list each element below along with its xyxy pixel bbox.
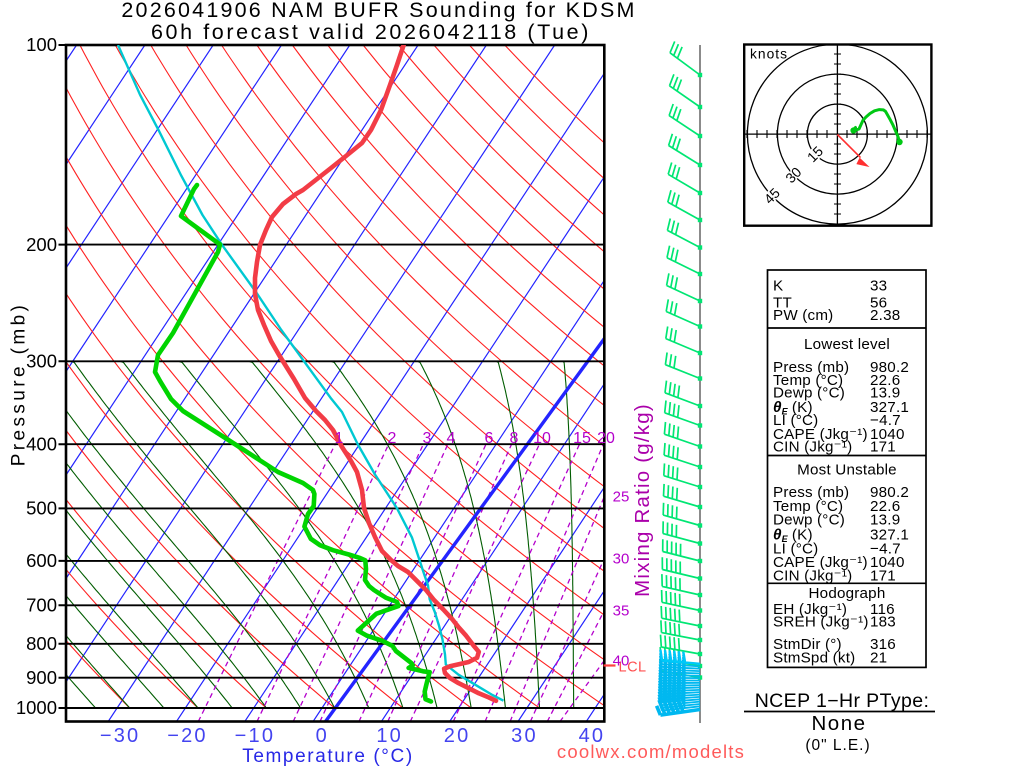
svg-text:LI (°C): LI (°C)	[773, 541, 818, 558]
svg-text:21: 21	[870, 650, 887, 667]
svg-text:15: 15	[573, 430, 591, 447]
svg-text:22.6: 22.6	[870, 498, 900, 515]
svg-text:StmSpd (kt): StmSpd (kt)	[773, 650, 855, 667]
svg-text:1: 1	[335, 430, 344, 447]
svg-text:CAPE (Jkg⁻¹): CAPE (Jkg⁻¹)	[773, 554, 868, 571]
svg-text:2: 2	[388, 430, 397, 447]
svg-text:6: 6	[485, 430, 494, 447]
svg-text:400: 400	[26, 433, 57, 454]
svg-text:900: 900	[26, 667, 57, 688]
svg-text:2.38: 2.38	[870, 307, 900, 324]
svg-text:−10: −10	[235, 725, 276, 747]
svg-text:3: 3	[423, 430, 432, 447]
svg-text:coolwx.com/modelts: coolwx.com/modelts	[557, 741, 745, 762]
svg-text:4: 4	[447, 430, 456, 447]
svg-text:None: None	[811, 712, 866, 735]
svg-text:200: 200	[26, 234, 57, 255]
svg-text:25: 25	[613, 489, 630, 506]
svg-text:10: 10	[376, 725, 403, 747]
svg-text:Most Unstable: Most Unstable	[797, 462, 897, 479]
svg-text:Dewp (°C): Dewp (°C)	[773, 385, 845, 402]
svg-text:Pressure (mb): Pressure (mb)	[9, 302, 30, 467]
svg-text:Hodograph: Hodograph	[809, 585, 886, 602]
svg-text:PW (cm): PW (cm)	[773, 307, 833, 324]
svg-text:(0" L.E.): (0" L.E.)	[805, 737, 870, 754]
svg-text:300: 300	[26, 351, 57, 372]
svg-text:knots: knots	[750, 47, 788, 62]
svg-text:1000: 1000	[16, 697, 57, 718]
svg-text:CAPE (Jkg⁻¹): CAPE (Jkg⁻¹)	[773, 426, 868, 443]
svg-text:CIN (Jkg⁻¹): CIN (Jkg⁻¹)	[773, 568, 852, 585]
svg-text:8: 8	[510, 430, 519, 447]
svg-text:116: 116	[870, 601, 895, 618]
svg-text:980.2: 980.2	[870, 484, 909, 501]
svg-text:Temp (°C): Temp (°C)	[773, 372, 843, 389]
svg-text:13.9: 13.9	[870, 512, 900, 529]
svg-text:Press (mb): Press (mb)	[773, 359, 849, 376]
svg-text:SREH (Jkg⁻¹): SREH (Jkg⁻¹)	[773, 614, 869, 631]
svg-text:−30: −30	[100, 725, 141, 747]
svg-text:22.6: 22.6	[870, 372, 900, 389]
svg-text:20: 20	[597, 430, 615, 447]
svg-text:800: 800	[26, 633, 57, 654]
svg-text:327.1: 327.1	[870, 399, 909, 416]
svg-text:Temp (°C): Temp (°C)	[773, 498, 843, 515]
svg-text:56: 56	[870, 295, 887, 312]
svg-text:13.9: 13.9	[870, 385, 900, 402]
svg-text:1040: 1040	[870, 554, 905, 571]
svg-text:LCL: LCL	[619, 660, 647, 676]
svg-text:35: 35	[613, 603, 630, 620]
svg-text:1040: 1040	[870, 426, 905, 443]
svg-text:Temperature (°C): Temperature (°C)	[242, 746, 414, 767]
svg-text:171: 171	[870, 439, 896, 456]
svg-text:20: 20	[444, 725, 471, 747]
svg-text:CIN (Jkg⁻¹): CIN (Jkg⁻¹)	[773, 439, 852, 456]
svg-text:TT: TT	[773, 295, 792, 312]
svg-text:40: 40	[579, 725, 606, 747]
svg-text:Mixing Ratio (g/kg): Mixing Ratio (g/kg)	[631, 403, 654, 597]
svg-text:183: 183	[870, 614, 896, 631]
svg-text:700: 700	[26, 595, 57, 616]
svg-text:327.1: 327.1	[870, 527, 909, 544]
svg-text:K: K	[773, 278, 783, 295]
svg-text:EH (Jkg⁻¹): EH (Jkg⁻¹)	[773, 601, 847, 618]
svg-text:171: 171	[870, 568, 896, 585]
svg-text:40: 40	[613, 653, 630, 670]
svg-text:60h forecast valid 2026042118: 60h forecast valid 2026042118 (Tue)	[151, 20, 591, 44]
svg-text:Press (mb): Press (mb)	[773, 484, 849, 501]
svg-text:Dewp (°C): Dewp (°C)	[773, 512, 845, 529]
svg-text:0: 0	[316, 725, 329, 747]
svg-text:LI (°C): LI (°C)	[773, 412, 818, 429]
svg-text:NCEP 1−Hr PType:: NCEP 1−Hr PType:	[755, 690, 930, 712]
svg-text:−4.7: −4.7	[870, 412, 901, 429]
svg-text:−20: −20	[167, 725, 208, 747]
svg-text:30: 30	[613, 551, 630, 568]
svg-text:30: 30	[511, 725, 538, 747]
svg-text:Lowest level: Lowest level	[804, 336, 890, 353]
svg-text:10: 10	[533, 430, 551, 447]
svg-text:StmDir (°): StmDir (°)	[773, 636, 842, 653]
svg-text:33: 33	[870, 278, 887, 295]
svg-text:316: 316	[870, 636, 896, 653]
svg-text:2026041906 NAM BUFR Sounding f: 2026041906 NAM BUFR Sounding for KDSM	[121, 0, 636, 22]
svg-text:600: 600	[26, 550, 57, 571]
svg-text:500: 500	[26, 498, 57, 519]
svg-text:980.2: 980.2	[870, 359, 909, 376]
svg-text:−4.7: −4.7	[870, 541, 901, 558]
svg-text:100: 100	[26, 34, 57, 55]
